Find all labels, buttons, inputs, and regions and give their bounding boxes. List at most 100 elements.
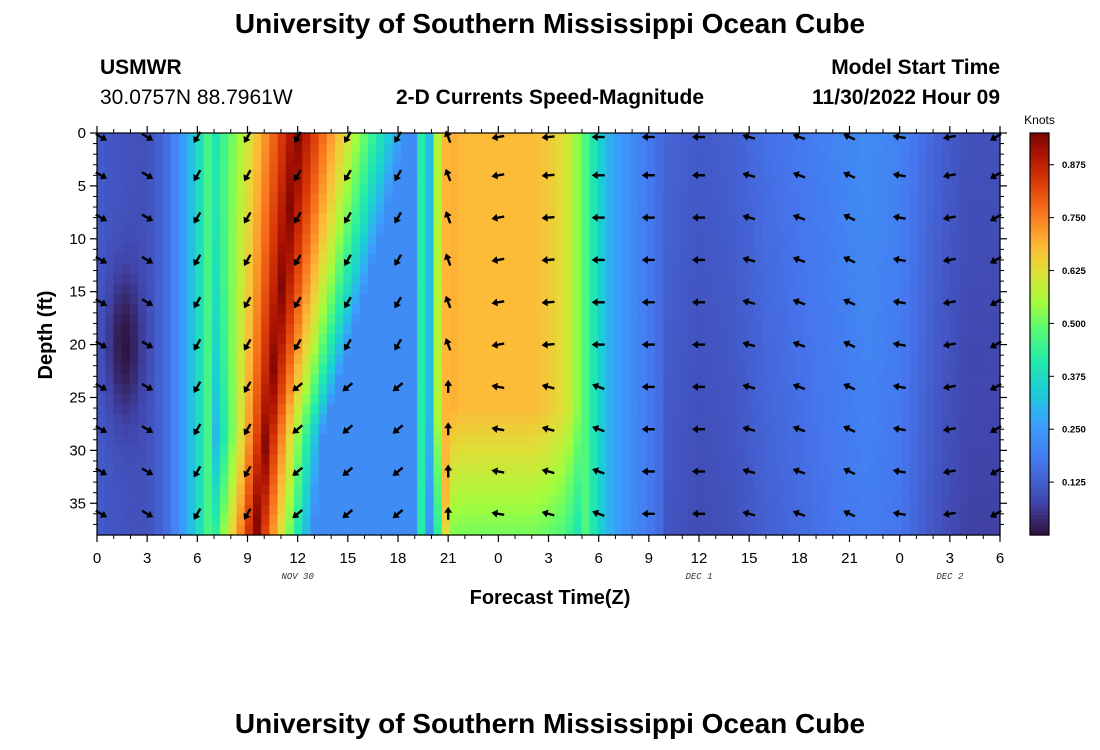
heatmap-cell	[720, 193, 730, 204]
heatmap-cell	[351, 344, 361, 355]
heatmap-cell	[720, 283, 730, 295]
heatmap-cell	[343, 354, 353, 365]
heatmap-cell	[540, 394, 550, 405]
heatmap-cell	[991, 404, 1001, 415]
heatmap-cell	[581, 404, 591, 415]
heatmap-cell	[868, 484, 878, 496]
heatmap-cell	[228, 273, 238, 285]
heatmap-cell	[737, 374, 747, 385]
heatmap-cell	[696, 313, 706, 325]
heatmap-cell	[285, 444, 295, 456]
heatmap-cell	[499, 163, 509, 174]
heatmap-cell	[449, 203, 459, 214]
current-arrow	[243, 338, 252, 351]
heatmap-cell	[983, 334, 993, 345]
heatmap-cell	[975, 213, 985, 225]
heatmap-cell	[663, 323, 673, 335]
heatmap-cell	[474, 263, 484, 275]
heatmap-cell	[335, 203, 344, 214]
heatmap-cell	[548, 514, 558, 526]
heatmap-cell	[523, 193, 533, 204]
heatmap-cell	[926, 384, 935, 395]
heatmap-cell	[573, 273, 582, 285]
heatmap-cell	[868, 323, 878, 335]
heatmap-cell	[663, 143, 673, 154]
current-arrow	[792, 213, 806, 222]
heatmap-cell	[244, 223, 254, 235]
arrow-head	[491, 382, 499, 391]
heatmap-cell	[408, 414, 418, 426]
heatmap-cell	[679, 263, 689, 275]
heatmap-cell	[868, 394, 878, 405]
arrow-head	[742, 509, 750, 518]
heatmap-cell	[712, 344, 722, 355]
current-arrow	[692, 133, 705, 141]
heatmap-cell	[614, 374, 623, 385]
heatmap-cell	[917, 293, 927, 305]
heatmap-cell	[121, 163, 131, 174]
arrow-head	[692, 425, 698, 434]
heatmap-cell	[285, 404, 295, 415]
heatmap-cell	[236, 374, 246, 385]
heatmap-cell	[441, 524, 451, 536]
arrow-head	[641, 298, 648, 307]
heatmap-cell	[597, 414, 607, 426]
heatmap-cell	[647, 404, 656, 415]
heatmap-cell	[835, 454, 845, 466]
heatmap-cell	[975, 374, 985, 385]
heatmap-cell	[491, 374, 500, 385]
heatmap-cell	[384, 354, 394, 365]
current-arrow	[892, 171, 906, 180]
heatmap-cell	[622, 444, 632, 456]
heatmap-cell	[704, 293, 714, 305]
heatmap-cell	[351, 203, 361, 214]
heatmap-cell	[564, 153, 574, 164]
heatmap-cell	[679, 273, 689, 285]
heatmap-cell	[786, 404, 796, 415]
heatmap-cell	[532, 153, 541, 164]
heatmap-cell	[983, 293, 993, 305]
heatmap-cell	[581, 263, 591, 275]
heatmap-cell	[630, 263, 640, 275]
heatmap-cell	[129, 183, 139, 194]
heatmap-cell	[860, 444, 870, 456]
heatmap-cell	[449, 303, 459, 315]
heatmap-cell	[819, 484, 829, 496]
heatmap-cell	[179, 173, 188, 184]
current-arrow	[342, 509, 354, 519]
heatmap-cell	[211, 183, 221, 194]
current-arrow	[641, 382, 655, 391]
heatmap-cell	[466, 434, 476, 446]
heatmap-cell	[129, 364, 139, 375]
heatmap-cell	[983, 163, 993, 174]
heatmap-cell	[359, 514, 369, 526]
heatmap-cell	[146, 193, 156, 204]
heatmap-cell	[261, 514, 270, 526]
heatmap-cell	[885, 143, 894, 154]
heatmap-cell	[958, 173, 968, 184]
heatmap-cell	[343, 374, 353, 385]
heatmap-cell	[893, 394, 903, 405]
heatmap-cell	[688, 263, 697, 275]
heatmap-cell	[885, 404, 894, 415]
heatmap-cell	[720, 173, 730, 184]
heatmap-cell	[655, 303, 665, 315]
heatmap-cell	[696, 293, 706, 305]
heatmap-cell	[351, 183, 361, 194]
heatmap-cell	[294, 313, 303, 325]
heatmap-cell	[786, 444, 796, 456]
heatmap-cell	[917, 143, 927, 154]
heatmap-cell	[770, 384, 779, 395]
heatmap-cell	[121, 323, 131, 335]
heatmap-cell	[449, 474, 459, 486]
heatmap-cell	[786, 313, 796, 325]
heatmap-cell	[433, 504, 443, 516]
heatmap-cell	[991, 313, 1001, 325]
heatmap-cell	[532, 313, 541, 325]
heatmap-cell	[335, 484, 344, 496]
heatmap-cell	[384, 233, 394, 245]
heatmap-cell	[712, 334, 722, 345]
heatmap-cell	[819, 434, 829, 446]
heatmap-cell	[499, 514, 509, 526]
arrow-head	[989, 341, 998, 349]
